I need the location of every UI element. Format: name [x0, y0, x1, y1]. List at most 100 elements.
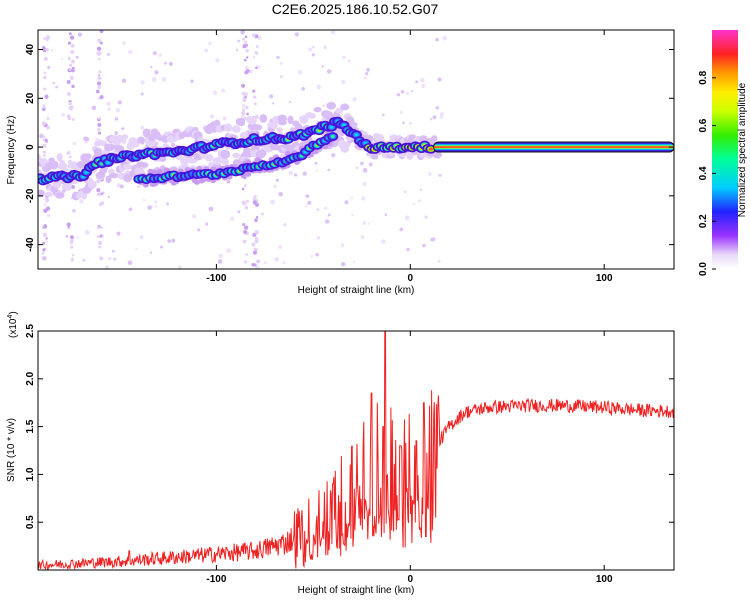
spectrogram-speckle [304, 204, 308, 208]
spectrogram-speckle [316, 236, 321, 240]
spectrogram-speckle [47, 65, 51, 69]
spectrogram-speckle [158, 53, 162, 57]
spectrogram-streak [251, 242, 256, 247]
spectrogram-streak [42, 138, 46, 142]
spectrogram-speckle [327, 69, 332, 74]
spectrogram-haze [87, 180, 97, 189]
spectrogram-speckle [352, 97, 357, 102]
spectrogram-speckle [362, 182, 367, 186]
spectrogram-streak [99, 234, 103, 238]
spectrogram-speckle [341, 261, 346, 267]
spectrogram-frame [37, 29, 675, 270]
spectrogram-speckle [439, 115, 443, 119]
spectrogram-speckle [342, 55, 346, 60]
spectrogram-speckle [430, 118, 433, 121]
spectrogram-streak [71, 253, 75, 257]
spectrogram-streak [43, 224, 48, 228]
spectrogram-speckle [75, 55, 79, 59]
spectrogram-speckle [344, 200, 349, 205]
snr-x-tick-label: 100 [596, 574, 613, 585]
spectrogram-streak [252, 95, 257, 99]
spectrogram-speckle [409, 122, 412, 125]
spectrogram-speckle [294, 32, 299, 37]
spectrogram-streak [253, 263, 257, 267]
spectrogram-speckle [139, 235, 144, 240]
spectrogram-haze [247, 116, 257, 125]
spectrogram-haze [340, 103, 350, 111]
spectrogram-speckle [205, 222, 209, 226]
colorbar-ticks: 0.0 0.2 0.4 0.6 0.8 [698, 70, 716, 276]
spectrogram-branch-haze [245, 171, 252, 177]
spectrogram-haze [277, 114, 288, 123]
spectrogram-speckle [84, 140, 88, 144]
spectrogram-speckle [171, 238, 176, 243]
colorbar-tick-label: 0.8 [698, 70, 709, 84]
spectrogram-streak [68, 63, 73, 67]
spectrogram-streak [69, 75, 74, 81]
spectrogram-streak [242, 108, 246, 112]
spectrogram-streak [252, 89, 256, 93]
spectrogram-haze [94, 140, 102, 147]
spectrogram-streak [243, 116, 247, 121]
spectrogram-y-tick-label: -40 [25, 237, 36, 252]
spectrogram-speckle [221, 88, 226, 93]
spectrogram-haze [50, 161, 59, 170]
spectrogram-haze [221, 158, 230, 166]
spectrogram-haze [276, 127, 283, 133]
spectrogram-speckle [403, 190, 407, 194]
spectrogram-speckle [151, 77, 157, 82]
spectrogram-haze [282, 143, 293, 150]
spectrogram-speckle [72, 141, 77, 146]
spectrogram-speckle [327, 168, 330, 172]
spectrogram-streak [68, 32, 72, 36]
spectrogram-speckle [269, 94, 274, 99]
spectrogram-speckle [381, 239, 386, 244]
spectrogram-speckle [50, 48, 54, 52]
spectrogram-haze [371, 154, 379, 160]
snr-x-tick-label: -100 [206, 574, 226, 585]
spectrogram-streak [242, 239, 247, 244]
snr-y-tick-label: 0.5 [25, 515, 36, 529]
spectrogram-streak [70, 245, 74, 249]
spectrogram-speckle [278, 245, 283, 249]
spectrogram-y-tick-label: 20 [25, 92, 36, 104]
spectrogram-streak [43, 87, 47, 91]
spectrogram-speckle [83, 136, 88, 142]
spectrogram-streak [43, 208, 48, 213]
spectrogram-speckle [107, 52, 110, 56]
spectrogram-speckle [67, 57, 71, 60]
spectrogram-speckle [192, 214, 197, 219]
spectrogram-streak [98, 245, 102, 249]
spectrogram-streak [246, 199, 250, 203]
spectrogram-speckle [279, 62, 283, 65]
spectrogram-speckle [321, 65, 324, 68]
spectrogram-speckle [412, 202, 415, 206]
spectrogram-speckle [114, 131, 119, 135]
spectrogram-haze [259, 114, 268, 123]
spectrogram-streak [68, 101, 72, 106]
spectrogram-speckle [166, 202, 170, 206]
spectrogram-speckle [424, 215, 429, 220]
spectrogram-streak [43, 75, 47, 80]
spectrogram-haze [123, 173, 133, 183]
spectrogram-speckle [406, 247, 410, 252]
spectrogram-streak [69, 35, 75, 40]
spectrogram-speckle [240, 30, 245, 35]
spectrogram-speckle [197, 228, 201, 232]
spectrogram-speckle [140, 125, 145, 130]
spectrogram-speckle [55, 85, 58, 89]
spectrogram-streak [99, 30, 104, 34]
spectrogram-speckle [438, 174, 442, 177]
spectrogram-speckle [362, 221, 367, 225]
spectrogram-speckle [315, 252, 319, 257]
spectrogram-speckle [177, 265, 182, 269]
spectrogram-streak [245, 56, 249, 59]
spectrogram-haze [232, 152, 241, 159]
spectrogram-speckle [288, 170, 293, 176]
spectrogram-streak [244, 35, 248, 39]
spectrogram-streak [96, 226, 100, 230]
spectrogram-speckle [279, 74, 284, 79]
spectrogram-haze [260, 148, 267, 157]
spectrogram-haze [139, 162, 149, 168]
spectrogram-x-tick-label: -100 [206, 273, 226, 284]
